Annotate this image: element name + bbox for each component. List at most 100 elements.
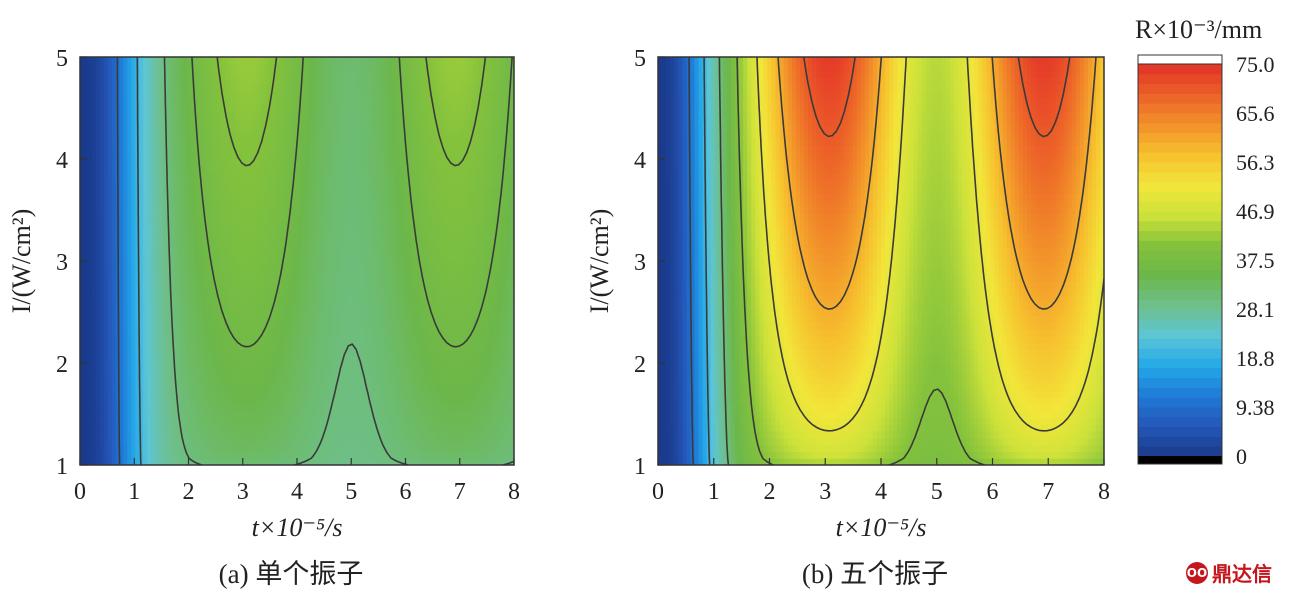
heatmap-cell — [131, 159, 136, 167]
heatmap-cell — [178, 451, 184, 459]
heatmap-cell — [478, 301, 484, 310]
heatmap-cell — [304, 186, 310, 194]
heatmap-cell — [431, 233, 436, 242]
heatmap-cell — [174, 274, 180, 282]
heatmap-cell — [336, 281, 341, 289]
heatmap-cell — [383, 363, 389, 371]
heatmap-cell — [178, 363, 184, 371]
heatmap-cell — [427, 342, 432, 350]
heatmap-cell — [336, 376, 341, 384]
heatmap-cell — [395, 322, 401, 330]
heatmap-cell — [115, 431, 121, 439]
heatmap-cell — [162, 369, 168, 378]
heatmap-cell — [178, 335, 184, 344]
heatmap-cell — [466, 172, 472, 180]
heatmap-cell — [462, 308, 468, 316]
heatmap-cell — [123, 335, 128, 344]
heatmap-cell — [332, 431, 338, 439]
heatmap-cell — [411, 458, 416, 465]
heatmap-cell — [474, 274, 480, 282]
heatmap-cell — [261, 383, 267, 391]
heatmap-cell — [506, 335, 511, 344]
heatmap-cell — [312, 403, 318, 412]
heatmap-cell — [277, 437, 282, 446]
heatmap-cell — [131, 233, 136, 242]
heatmap-cell — [442, 308, 448, 316]
heatmap-cell — [439, 206, 444, 214]
heatmap-cell — [474, 444, 480, 452]
heatmap-cell — [470, 274, 476, 282]
heatmap-cell — [293, 206, 298, 214]
heatmap-cell — [364, 308, 369, 316]
heatmap-cell — [391, 213, 397, 221]
heatmap-cell — [502, 172, 507, 180]
heatmap-cell — [427, 363, 432, 371]
heatmap-cell — [387, 159, 393, 167]
heatmap-cell — [360, 369, 365, 378]
heatmap-cell — [494, 295, 499, 303]
heatmap-cell — [510, 349, 514, 357]
heatmap-cell — [458, 342, 464, 350]
heatmap-cell — [154, 254, 160, 262]
heatmap-cell — [174, 165, 180, 174]
heatmap-cell — [229, 363, 235, 371]
heatmap-cell — [123, 288, 128, 296]
heatmap-cell — [194, 165, 199, 174]
heatmap-cell — [170, 213, 176, 221]
heatmap-cell — [194, 329, 199, 337]
heatmap-cell — [131, 281, 136, 289]
heatmap-cell — [293, 403, 298, 412]
heatmap-cell — [281, 213, 286, 221]
heatmap-cell — [375, 193, 381, 201]
heatmap-cell — [202, 308, 207, 316]
heatmap-cell — [439, 390, 444, 398]
heatmap-cell — [300, 349, 306, 357]
heatmap-cell — [131, 410, 136, 418]
heatmap-cell — [237, 335, 243, 344]
heatmap-cell — [289, 308, 294, 316]
heatmap-cell — [297, 206, 302, 214]
heatmap-cell — [210, 329, 215, 337]
heatmap-cell — [83, 403, 89, 412]
heatmap-cell — [454, 451, 460, 459]
heatmap-cell — [474, 193, 480, 201]
heatmap-cell — [111, 261, 117, 269]
heatmap-cell — [186, 403, 192, 412]
heatmap-cell — [281, 458, 286, 465]
heatmap-cell — [368, 172, 373, 180]
heatmap-cell — [379, 206, 385, 214]
heatmap-cell — [107, 288, 113, 296]
heatmap-cell — [360, 403, 365, 412]
heatmap-cell — [371, 295, 377, 303]
heatmap-cell — [87, 363, 93, 371]
heatmap-cell — [178, 410, 184, 418]
heatmap-cell — [229, 281, 235, 289]
heatmap-cell — [304, 410, 310, 418]
heatmap-cell — [170, 376, 176, 384]
heatmap-cell — [458, 315, 464, 323]
heatmap-cell — [490, 213, 495, 221]
heatmap-cell — [297, 363, 302, 371]
heatmap-cell — [127, 437, 132, 446]
heatmap-cell — [233, 281, 239, 289]
heatmap-cell — [190, 301, 196, 310]
heatmap-cell — [273, 376, 278, 384]
heatmap-cell — [249, 444, 255, 452]
heatmap-cell — [143, 437, 148, 446]
heatmap-cell — [95, 403, 101, 412]
heatmap-cell — [249, 274, 255, 282]
heatmap-cell — [450, 444, 456, 452]
heatmap-cell — [190, 220, 196, 228]
heatmap-cell — [344, 159, 349, 167]
heatmap-cell — [348, 369, 353, 378]
heatmap-cell — [498, 186, 503, 194]
heatmap-cell — [458, 199, 464, 208]
heatmap-cell — [269, 410, 274, 418]
heatmap-cell — [300, 193, 306, 201]
heatmap-cell — [99, 342, 105, 350]
heatmap-cell — [261, 267, 267, 276]
heatmap-cell — [498, 369, 503, 378]
heatmap-cell — [107, 247, 113, 255]
heatmap-cell — [127, 376, 132, 384]
heatmap-cell — [478, 390, 484, 398]
